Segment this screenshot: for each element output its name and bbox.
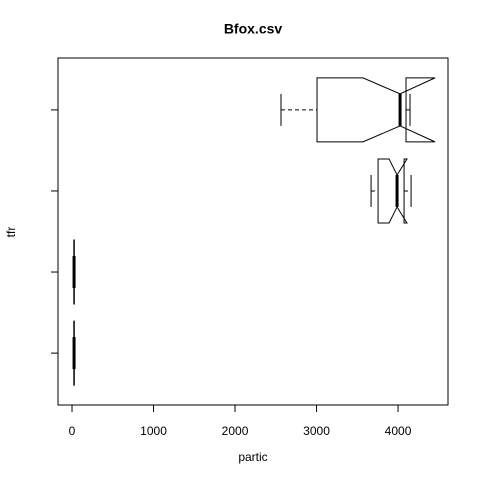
x-tick-label: 1000 xyxy=(140,424,167,438)
x-axis-label: partic xyxy=(238,450,267,464)
y-axis-label: tfr xyxy=(4,227,18,238)
plot-frame xyxy=(57,57,449,406)
x-tick-label: 4000 xyxy=(385,424,412,438)
x-tick-label: 2000 xyxy=(222,424,249,438)
x-tick-label: 0 xyxy=(69,424,76,438)
box xyxy=(316,77,436,143)
chart-title: Bfox.csv xyxy=(224,21,283,37)
box xyxy=(377,158,408,224)
x-tick-label: 3000 xyxy=(303,424,330,438)
